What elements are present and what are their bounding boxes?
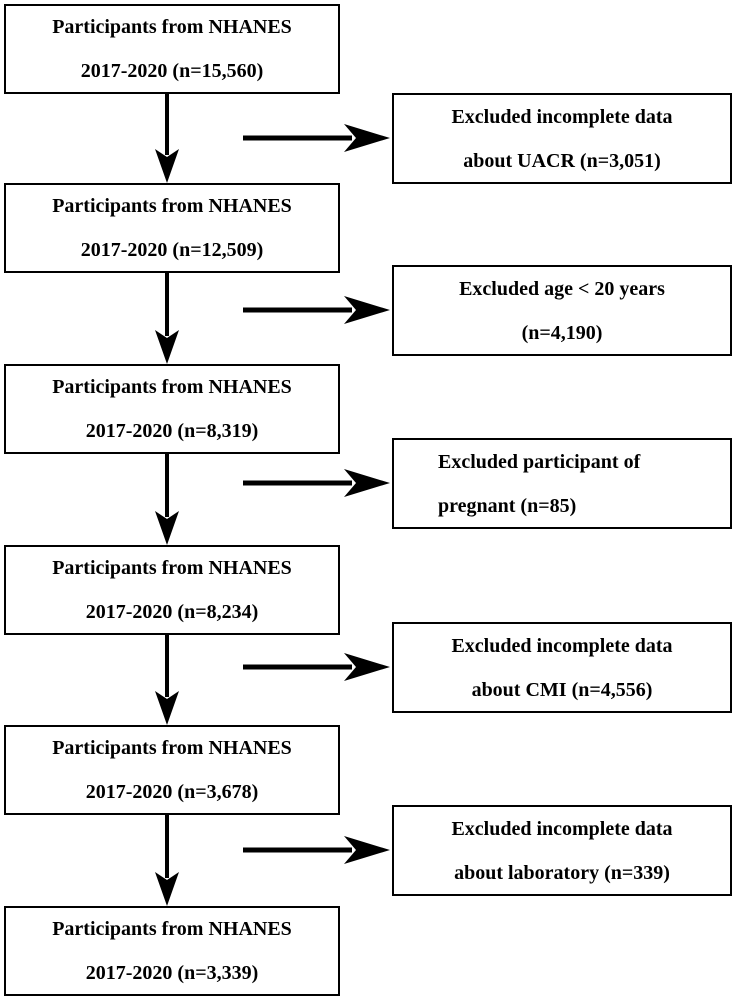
box-text: 2017-2020 (n=3,678)	[85, 781, 259, 803]
right-arrow-head	[344, 296, 390, 324]
down-arrow-head	[155, 872, 179, 906]
flow-box: Excluded age < 20 years (n=4,190)	[392, 265, 732, 356]
flow-box: Excluded incomplete data about laboratory…	[392, 805, 732, 896]
box-text: about laboratory (n=339)	[454, 861, 670, 884]
box-text: (n=4,190)	[521, 321, 603, 344]
down-arrow-head	[155, 149, 179, 183]
flow-box: Participants from NHANES 2017-2020 (n=3,3…	[4, 906, 340, 996]
box-text: 2017-2020 (n=12,509)	[80, 239, 264, 261]
down-arrow-head	[155, 511, 179, 545]
box-text: Excluded incomplete data	[451, 105, 673, 128]
flow-box: Participants from NHANES 2017-2020 (n=8,2…	[4, 545, 340, 635]
flow-box: Participants from NHANES 2017-2020 (n=8,3…	[4, 364, 340, 454]
flow-box: Participants from NHANES 2017-2020 (n=12,…	[4, 183, 340, 273]
flow-box: Excluded incomplete data about CMI (n=4,5…	[392, 622, 732, 713]
box-text: 2017-2020 (n=15,560)	[80, 60, 264, 82]
box-text: Excluded participant of	[438, 450, 641, 473]
box-text: Excluded incomplete data	[451, 634, 673, 657]
flow-box: Excluded participant of pregnant (n=85)	[392, 438, 732, 529]
box-text: about UACR (n=3,051)	[463, 149, 661, 172]
box-text: 2017-2020 (n=8,319)	[85, 420, 259, 442]
right-arrow-head	[344, 836, 390, 864]
box-text: 2017-2020 (n=8,234)	[85, 601, 259, 623]
box-text: Participants from NHANES	[52, 376, 292, 398]
right-arrow-head	[344, 653, 390, 681]
box-text: about CMI (n=4,556)	[471, 678, 653, 701]
right-arrow-head	[344, 124, 390, 152]
box-text: Participants from NHANES	[52, 737, 292, 759]
box-text: Participants from NHANES	[52, 16, 292, 38]
down-arrow-head	[155, 691, 179, 725]
box-text: Participants from NHANES	[52, 195, 292, 217]
box-text: Participants from NHANES	[52, 918, 292, 940]
box-text: Excluded age < 20 years	[459, 277, 665, 300]
right-arrow-head	[344, 469, 390, 497]
box-text: Participants from NHANES	[52, 557, 292, 579]
flow-box: Excluded incomplete data about UACR (n=3,…	[392, 93, 732, 184]
flow-box: Participants from NHANES 2017-2020 (n=15,…	[4, 4, 340, 94]
down-arrow-head	[155, 330, 179, 364]
flow-box: Participants from NHANES 2017-2020 (n=3,6…	[4, 725, 340, 815]
box-text: Excluded incomplete data	[451, 817, 673, 840]
box-text: pregnant (n=85)	[438, 494, 577, 517]
box-text: 2017-2020 (n=3,339)	[85, 962, 259, 984]
